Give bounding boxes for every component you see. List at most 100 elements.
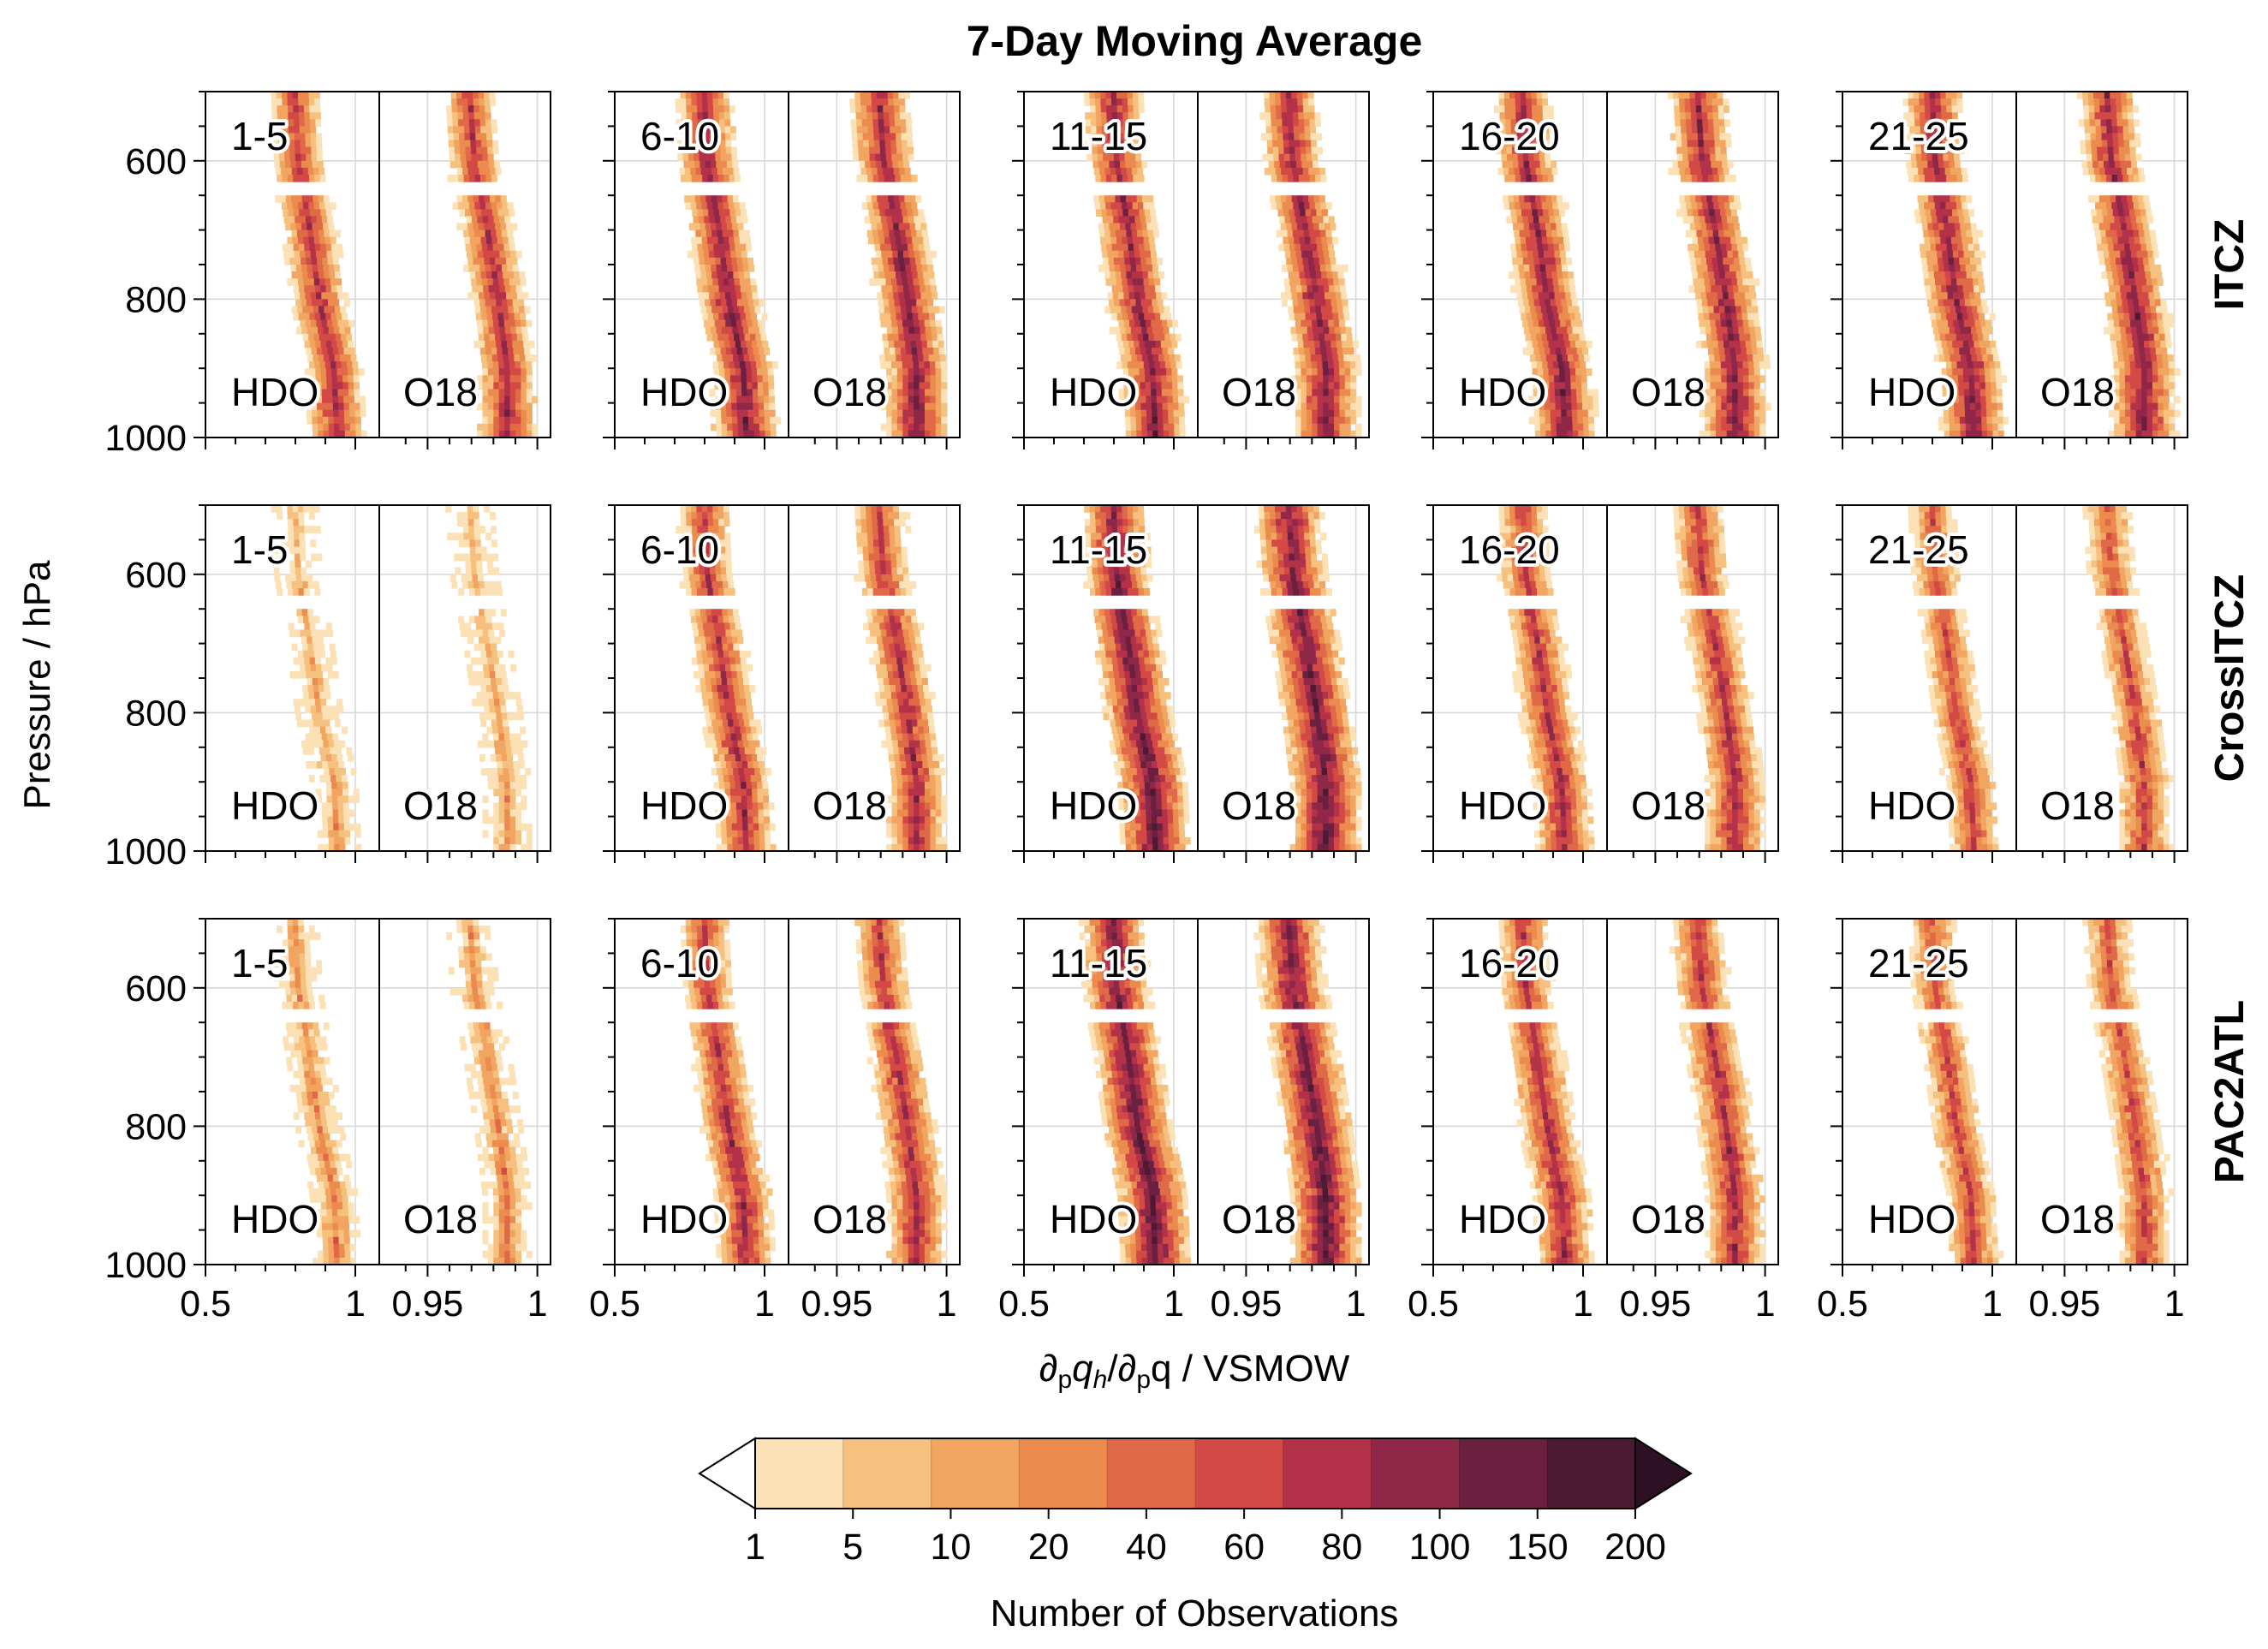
heatmap-cell (1140, 402, 1147, 411)
heatmap-cell (341, 361, 348, 369)
heatmap-cell (889, 299, 896, 307)
heatmap-cell (1707, 202, 1714, 210)
heatmap-cell (2141, 326, 2148, 335)
heatmap-cell (925, 396, 931, 404)
heatmap-cell (312, 160, 318, 169)
heatmap-cell (304, 340, 311, 348)
heatmap-cell (1940, 236, 1947, 245)
heatmap-cell (2097, 146, 2104, 155)
heatmap-cell (1688, 216, 1695, 224)
heatmap-cell (897, 216, 904, 224)
heatmap-cell (1098, 265, 1104, 272)
heatmap-cell (1132, 167, 1138, 176)
heatmap-cell (328, 265, 335, 272)
heatmap-cell (1314, 229, 1321, 238)
heatmap-cell (1559, 368, 1566, 376)
heatmap-cell (1689, 257, 1696, 265)
heatmap-cell (1542, 285, 1549, 293)
heatmap-cell (1128, 382, 1135, 390)
heatmap-cell (890, 278, 897, 286)
heatmap-cell (1520, 278, 1527, 286)
heatmap-cell (1715, 416, 1722, 425)
heatmap-cell (891, 423, 898, 432)
heatmap-cell (890, 354, 896, 362)
heatmap-cell (1108, 216, 1114, 224)
heatmap-cell (1692, 126, 1698, 134)
heatmap-cell (336, 243, 342, 252)
heatmap-cell (1134, 250, 1140, 259)
heatmap-cell (333, 299, 340, 307)
heatmap-cell (1155, 368, 1162, 376)
heatmap-cell (854, 92, 861, 99)
heatmap-cell (290, 265, 297, 272)
heatmap-cell (1113, 153, 1120, 162)
heatmap-cell (928, 271, 935, 279)
heatmap-cell (914, 396, 920, 404)
heatmap-cell (1965, 299, 1971, 307)
heatmap-cell (1723, 229, 1730, 238)
heatmap-cell (1326, 348, 1332, 355)
heatmap-cell (509, 416, 516, 425)
heatmap-cell (757, 375, 764, 383)
heatmap-cell (1717, 92, 1723, 99)
heatmap-cell (287, 98, 294, 106)
heatmap-cell (749, 306, 756, 314)
heatmap-cell (284, 153, 291, 162)
heatmap-cell (2112, 140, 2119, 148)
heatmap-cell (489, 257, 496, 265)
heatmap-cell (1704, 278, 1711, 286)
heatmap-cell (1958, 250, 1965, 259)
heatmap-cell (457, 112, 464, 120)
heatmap-cell (1537, 313, 1544, 321)
heatmap-cell (896, 319, 903, 328)
heatmap-cell (1973, 361, 1979, 369)
heatmap-cell (2098, 216, 2104, 224)
heatmap-cell (2124, 146, 2131, 155)
heatmap-cell (299, 209, 306, 217)
heatmap-cell (1277, 126, 1283, 134)
heatmap-cell (1281, 112, 1288, 120)
heatmap-cell (509, 389, 516, 397)
heatmap-cell (1278, 153, 1285, 162)
heatmap-cell (313, 333, 320, 342)
heatmap-cell (1301, 416, 1307, 425)
heatmap-cell (447, 175, 454, 182)
heatmap-cell (747, 396, 753, 404)
heatmap-cell (295, 223, 302, 231)
heatmap-cell (2128, 271, 2135, 279)
period-label: 16-20 (1459, 114, 1560, 158)
heatmap-cell (1974, 292, 1981, 300)
heatmap-cell (902, 402, 909, 411)
heatmap-cell (743, 326, 749, 335)
heatmap-cell (526, 423, 533, 432)
heatmap-cell (315, 375, 322, 383)
heatmap-cell (884, 119, 890, 127)
heatmap-cell (1128, 285, 1134, 293)
heatmap-cell (1728, 257, 1735, 265)
heatmap-cell (1154, 361, 1161, 369)
heatmap-cell (1121, 271, 1128, 279)
heatmap-cell (727, 326, 733, 335)
heatmap-cell (1942, 375, 1948, 383)
heatmap-cell (1563, 333, 1569, 342)
heatmap-cell (853, 153, 860, 162)
heatmap-cell (1096, 133, 1103, 141)
heatmap-cell (1714, 140, 1721, 148)
heatmap-cell (1941, 119, 1948, 127)
heatmap-cell (510, 285, 517, 293)
heatmap-cell (926, 257, 932, 265)
heatmap-cell (306, 153, 313, 162)
heatmap-cell (1974, 382, 1981, 390)
heatmap-cell (709, 319, 716, 328)
heatmap-cell (723, 278, 729, 286)
heatmap-cell (515, 375, 521, 383)
heatmap-cell (1709, 354, 1715, 362)
heatmap-cell (1700, 326, 1706, 335)
heatmap-cell (698, 126, 704, 134)
heatmap-cell (1990, 375, 1997, 383)
heatmap-cell (892, 160, 899, 169)
heatmap-cell (1150, 209, 1156, 217)
heatmap-cell (1940, 92, 1947, 99)
heatmap-cell (1334, 326, 1341, 335)
